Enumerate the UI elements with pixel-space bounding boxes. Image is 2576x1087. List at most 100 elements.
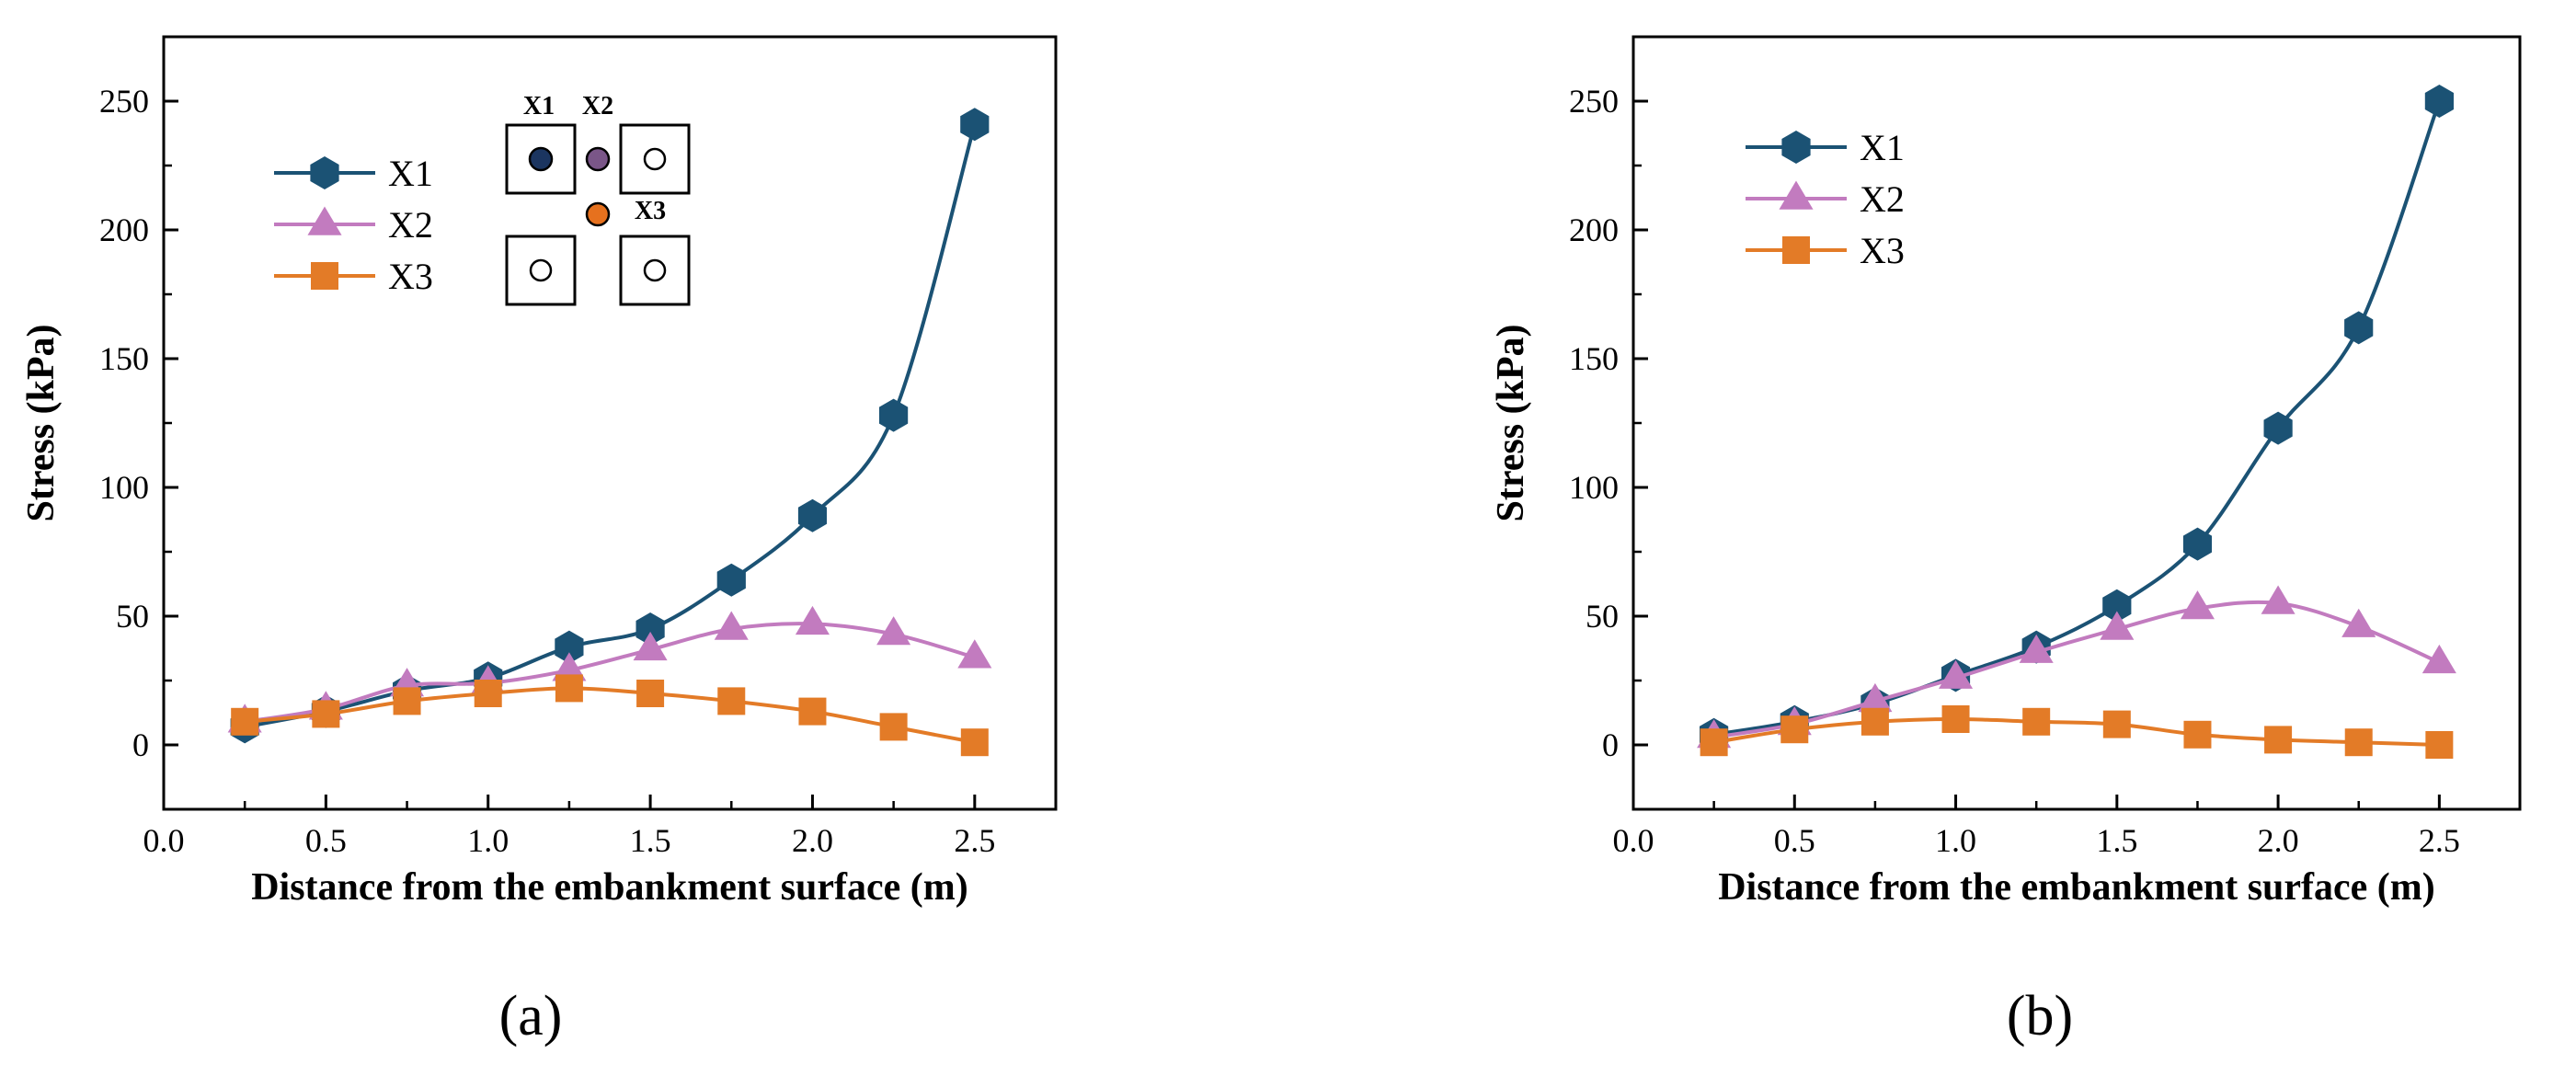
y-tick-label: 250	[99, 83, 149, 120]
data-point-x2	[2261, 585, 2296, 614]
measuring-point-x1	[528, 146, 554, 172]
inset-label-x1: X1	[523, 92, 555, 120]
data-point-x3	[1941, 705, 1970, 733]
data-point-x2	[714, 611, 749, 640]
legend-marker-x1	[310, 156, 339, 189]
data-point-x2	[957, 639, 992, 669]
series-line-x3	[1713, 716, 2440, 747]
data-point-x3	[798, 697, 827, 726]
pile-circle	[643, 147, 667, 171]
data-point-x3	[960, 728, 989, 757]
data-point-x2	[2341, 608, 2376, 637]
series-line-x3	[245, 686, 976, 745]
data-point-x3	[2344, 728, 2373, 757]
y-tick-label: 200	[99, 212, 149, 248]
data-point-x1	[555, 630, 584, 664]
x-tick-label: 2.5	[2419, 822, 2460, 859]
x-axis-title: Distance from the embankment surface (m)	[251, 866, 968, 909]
data-point-x1	[2182, 527, 2212, 561]
data-point-x1	[2263, 411, 2293, 445]
data-point-x3	[2022, 707, 2051, 736]
pile-layout-inset: X1 X2 X3	[505, 92, 691, 306]
y-tick-label: 50	[1586, 598, 1619, 635]
x-tick-label: 1.0	[467, 822, 509, 859]
y-tick-label: 150	[1569, 340, 1619, 377]
data-point-x2	[2421, 644, 2456, 674]
plot-frame	[162, 35, 1058, 811]
legend-label-x2: X2	[1860, 178, 1905, 220]
data-point-x1	[2344, 311, 2374, 345]
legend-label-x3: X3	[1860, 230, 1905, 271]
data-point-x3	[393, 687, 421, 715]
chart-panel-b: 0.0 0.5 1.0 1.5 2.0 2.5 0 50 100 150 200 250 Distanc…	[1490, 35, 2522, 1047]
data-point-x2	[552, 652, 587, 681]
data-point-x3	[2102, 710, 2131, 738]
inset-label-x2: X2	[582, 92, 613, 120]
data-point-x3	[2425, 731, 2454, 759]
x-tick-label: 0.5	[1774, 822, 1815, 859]
data-point-x3	[312, 700, 340, 728]
series-line-x2	[1713, 600, 2441, 739]
x-tick-label: 1.0	[1935, 822, 1976, 859]
data-point-x3	[2183, 720, 2212, 749]
data-point-x2	[1939, 659, 1974, 689]
data-point-x1	[716, 563, 746, 597]
x-tick-label: 0.0	[1613, 822, 1654, 859]
measuring-point-x3	[585, 201, 611, 227]
data-point-x3	[474, 680, 502, 707]
data-point-x3	[636, 680, 665, 707]
data-point-x3	[2264, 726, 2293, 754]
data-point-x3	[717, 687, 746, 715]
plot-frame	[1631, 35, 2522, 811]
y-tick-label: 0	[1602, 727, 1619, 763]
legend-label-x1: X1	[388, 153, 433, 194]
data-point-x1	[635, 612, 665, 646]
data-point-x3	[1700, 728, 1728, 757]
y-tick-label: 0	[132, 727, 149, 763]
data-point-x3	[1780, 715, 1809, 744]
series-line-x2	[244, 622, 976, 724]
data-point-x2	[633, 631, 668, 661]
y-tick-label: 250	[1569, 83, 1619, 120]
x-axis-title: Distance from the embankment surface (m)	[1718, 866, 2435, 909]
pile-circle	[643, 258, 667, 282]
data-point-x2	[2100, 611, 2135, 640]
x-tick-label: 2.0	[792, 822, 833, 859]
data-point-x2	[2019, 634, 2054, 663]
x-tick-label: 1.5	[2096, 822, 2137, 859]
x-tick-label: 1.5	[630, 822, 671, 859]
y-tick-label: 150	[99, 340, 149, 377]
data-point-x2	[1858, 682, 1893, 713]
legend-label-x2: X2	[388, 204, 433, 246]
x-tick-label: 0.5	[305, 822, 347, 859]
data-point-x1	[2424, 85, 2454, 118]
y-axis-title: Stress (kPa)	[20, 324, 63, 521]
legend-marker-x2	[307, 206, 342, 235]
legend-marker-x1	[1781, 131, 1811, 164]
y-axis-title: Stress (kPa)	[1490, 324, 1532, 521]
data-point-x3	[231, 707, 259, 736]
data-point-x1	[960, 108, 990, 142]
data-point-x1	[879, 398, 909, 432]
data-point-x2	[876, 616, 911, 646]
data-point-x1	[797, 498, 827, 532]
legend-marker-x2	[1779, 180, 1814, 210]
data-point-x3	[879, 713, 908, 741]
legend-label-x3: X3	[388, 256, 433, 297]
y-tick-label: 50	[116, 598, 149, 635]
data-point-x2	[2180, 590, 2215, 620]
y-tick-label: 100	[99, 469, 149, 506]
legend-marker-x3	[311, 262, 338, 290]
x-tick-label: 2.5	[954, 822, 995, 859]
data-point-x1	[2102, 589, 2132, 623]
panel-caption: (b)	[2007, 985, 2073, 1047]
data-point-x3	[1860, 707, 1889, 736]
chart-panel-a: 0.0 0.5 1.0 1.5 2.0 2.5 0 50 100 150 200 250 Distanc…	[20, 35, 1058, 1047]
x-tick-label: 2.0	[2258, 822, 2299, 859]
pile-circle	[529, 258, 553, 282]
y-tick-label: 200	[1569, 212, 1619, 248]
measuring-point-x2	[585, 146, 611, 172]
legend-label-x1: X1	[1860, 127, 1905, 168]
y-tick-label: 100	[1569, 469, 1619, 506]
